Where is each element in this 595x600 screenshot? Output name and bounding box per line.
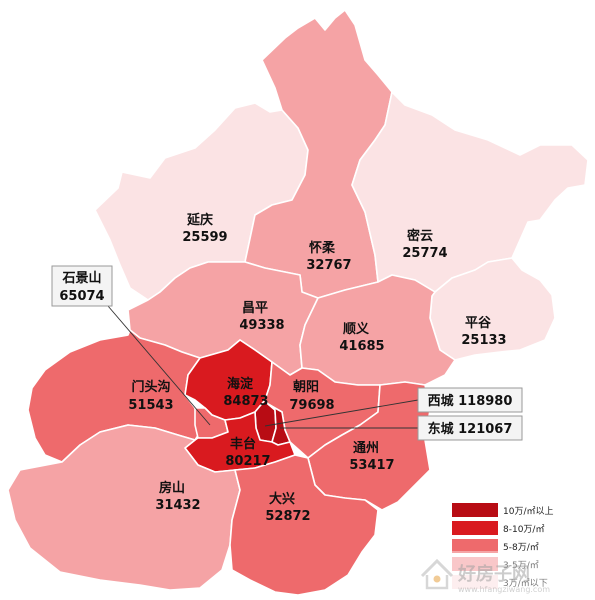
legend-swatch-3to5 bbox=[452, 557, 498, 571]
district-labels: 延庆 25599 怀柔 32767 密云 25774 平谷 25133 昌平 4… bbox=[128, 212, 506, 524]
callout-xicheng-text: 西城 118980 bbox=[428, 393, 513, 409]
label-huairou-name: 怀柔 bbox=[309, 240, 336, 256]
watermark-url: www.hfangziwang.com bbox=[458, 585, 550, 594]
label-huairou-price: 32767 bbox=[306, 258, 351, 273]
label-tongzhou-price: 53417 bbox=[349, 458, 394, 473]
label-changping-price: 49338 bbox=[239, 318, 284, 333]
label-changping-name: 昌平 bbox=[242, 301, 268, 316]
callout-dongcheng-text: 东城 121067 bbox=[428, 421, 513, 437]
callout-layer: 石景山 65074 西城 118980 东城 121067 bbox=[51, 265, 523, 441]
callout-box-shijingshan bbox=[51, 265, 113, 307]
house-logo-icon bbox=[420, 558, 454, 590]
label-yanqing-price: 25599 bbox=[182, 230, 227, 245]
callout-box-dongcheng bbox=[417, 415, 523, 441]
leader-line-shijingshan bbox=[107, 305, 211, 426]
label-daxing-name: 大兴 bbox=[269, 491, 295, 507]
label-chaoyang-name: 朝阳 bbox=[293, 379, 319, 395]
label-chaoyang-price: 79698 bbox=[289, 398, 334, 413]
label-shunyi-name: 顺义 bbox=[343, 321, 370, 337]
label-tongzhou-name: 通州 bbox=[353, 440, 379, 456]
label-pinggu-name: 平谷 bbox=[465, 315, 492, 331]
label-haidian-name: 海淀 bbox=[227, 376, 254, 392]
district-daxing bbox=[229, 454, 379, 596]
label-fangshan-price: 31432 bbox=[155, 498, 200, 513]
label-pinggu-price: 25133 bbox=[461, 333, 506, 348]
district-regions bbox=[7, 9, 589, 596]
watermark-brand: 好房子网 bbox=[457, 563, 530, 585]
label-daxing-price: 52872 bbox=[265, 509, 310, 524]
legend-swatch-over10 bbox=[452, 503, 498, 517]
legend-label-8to10: 8-10万/㎡ bbox=[503, 524, 544, 535]
callout-shijingshan-price: 65074 bbox=[59, 289, 104, 304]
legend-swatch-under3 bbox=[452, 575, 498, 589]
label-fengtai-price: 80217 bbox=[225, 454, 270, 469]
label-fangshan-name: 房山 bbox=[159, 480, 185, 496]
district-pinggu bbox=[429, 257, 556, 361]
label-shunyi-price: 41685 bbox=[339, 339, 384, 354]
watermark: 好房子网 www.hfangziwang.com bbox=[398, 551, 578, 595]
label-miyun-price: 25774 bbox=[402, 246, 447, 261]
leader-line-xicheng bbox=[264, 399, 419, 427]
legend-label-3to5: 3-5万/㎡ bbox=[503, 560, 539, 571]
legend-label-5to8: 5-8万/㎡ bbox=[503, 542, 539, 553]
callout-shijingshan-name: 石景山 bbox=[61, 270, 101, 286]
label-miyun-name: 密云 bbox=[406, 228, 433, 244]
label-mentougou-name: 门头沟 bbox=[131, 379, 170, 395]
legend-swatch-8to10 bbox=[452, 521, 498, 535]
legend-label-over10: 10万/㎡以上 bbox=[503, 506, 554, 517]
label-yanqing-name: 延庆 bbox=[186, 212, 213, 228]
label-haidian-price: 84873 bbox=[223, 394, 268, 409]
label-fengtai-name: 丰台 bbox=[230, 436, 256, 452]
legend: 10万/㎡以上 8-10万/㎡ 5-8万/㎡ 3-5万/㎡ 3万/㎡以下 bbox=[452, 503, 554, 589]
legend-label-under3: 3万/㎡以下 bbox=[503, 578, 548, 589]
callout-box-xicheng bbox=[417, 387, 523, 413]
label-mentougou-price: 51543 bbox=[128, 398, 173, 413]
legend-swatch-5to8 bbox=[452, 539, 498, 553]
district-miyun bbox=[351, 91, 589, 293]
